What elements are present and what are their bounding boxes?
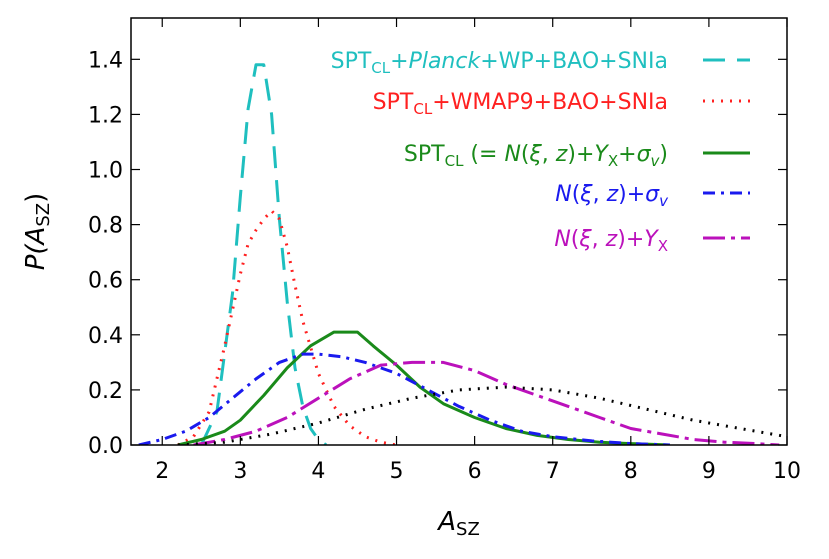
y-tick-label: 0.0 bbox=[88, 434, 123, 459]
legend-label: SPTCL (= N(ξ, z)+YX+σv) bbox=[404, 142, 668, 170]
series-line-3 bbox=[138, 352, 670, 445]
x-tick-label: 7 bbox=[546, 459, 560, 484]
series-line-4 bbox=[193, 360, 780, 445]
plot-frame bbox=[130, 17, 788, 446]
legend-label: SPTCL+WMAP9+BAO+SNIa bbox=[373, 90, 668, 118]
y-tick-label: 0.4 bbox=[88, 324, 123, 349]
series-line-0 bbox=[199, 63, 328, 445]
y-tick-label: 1.4 bbox=[88, 48, 123, 73]
legend-label: SPTCL+Planck+WP+BAO+SNIa bbox=[331, 49, 668, 77]
y-axis-label: P(ASZ) bbox=[21, 193, 54, 271]
x-tick-label: 2 bbox=[155, 459, 169, 484]
x-tick-label: 6 bbox=[468, 459, 482, 484]
y-tick-label: 0.6 bbox=[88, 269, 123, 294]
x-tick-label: 8 bbox=[624, 459, 638, 484]
ticks-layer: 2 3 4 5 6 7 8 9 10 0.0 0.2 0.4 0.6 0.8 1.0 1.2 1.4 bbox=[88, 18, 801, 484]
y-tick-label: 1.2 bbox=[88, 103, 123, 128]
x-tick-label: 10 bbox=[773, 459, 801, 484]
series-layer bbox=[138, 63, 787, 445]
x-axis-label: ASZ bbox=[436, 507, 480, 540]
x-tick-label: 9 bbox=[702, 459, 716, 484]
series-line-1 bbox=[177, 209, 397, 445]
legend: SPTCL+Planck+WP+BAO+SNIa SPTCL+WMAP9+BAO+… bbox=[331, 49, 750, 255]
x-tick-label: 4 bbox=[311, 459, 325, 484]
y-tick-label: 1.0 bbox=[88, 159, 123, 184]
y-tick-label: 0.2 bbox=[88, 379, 123, 404]
legend-label: N(ξ, z)+σv bbox=[555, 182, 669, 210]
x-tick-label: 3 bbox=[233, 459, 247, 484]
x-tick-label: 5 bbox=[390, 459, 404, 484]
legend-label: N(ξ, z)+YX bbox=[554, 227, 668, 255]
y-tick-label: 0.8 bbox=[88, 214, 123, 239]
